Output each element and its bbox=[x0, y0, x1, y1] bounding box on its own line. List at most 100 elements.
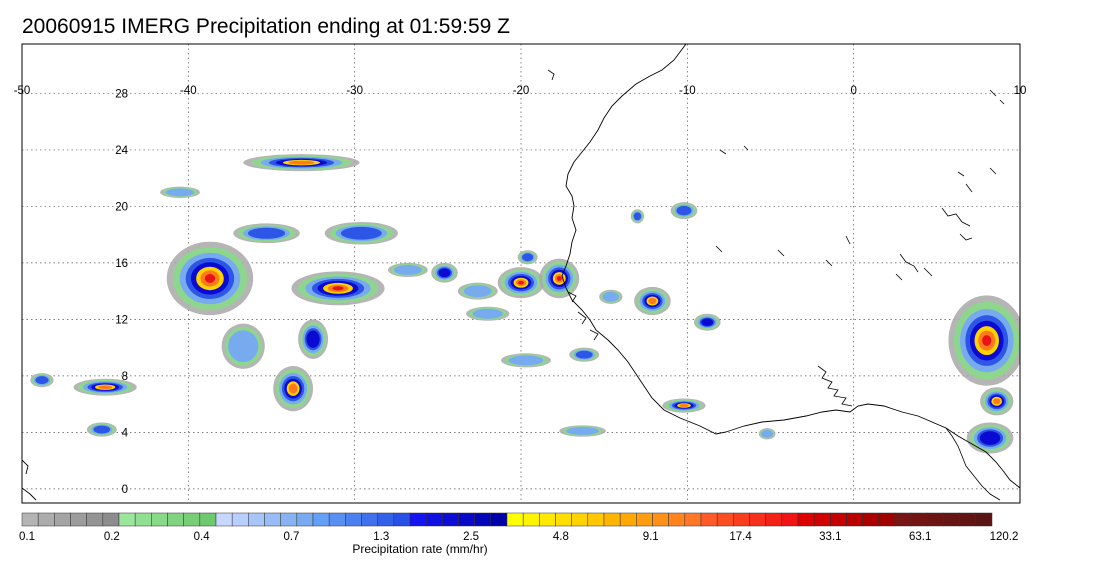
colorbar-cell bbox=[668, 512, 686, 527]
lat-tick-label: 12 bbox=[115, 314, 128, 326]
precip-contour bbox=[522, 253, 534, 262]
lon-tick-label: -40 bbox=[180, 85, 197, 97]
precip-cell bbox=[980, 387, 1014, 416]
precip-cell bbox=[670, 202, 698, 220]
colorbar-cell bbox=[167, 512, 184, 527]
colorbar-cell bbox=[280, 512, 298, 527]
colorbar-cell bbox=[345, 512, 362, 527]
colorbar-cell bbox=[377, 512, 395, 527]
precip-contour bbox=[306, 330, 320, 348]
precip-contour bbox=[566, 427, 599, 435]
precip-cell bbox=[291, 271, 385, 306]
colorbar-cell bbox=[910, 512, 928, 527]
precip-contour bbox=[288, 160, 315, 165]
colorbar-cell bbox=[765, 512, 783, 527]
precip-contour bbox=[679, 403, 689, 408]
colorbar-cell bbox=[54, 512, 71, 527]
lat-tick-label: 16 bbox=[115, 258, 128, 270]
colorbar-cell bbox=[474, 512, 492, 527]
coastline-niger-delta bbox=[817, 365, 853, 407]
precip-cell bbox=[160, 186, 200, 198]
lat-tick-label: 8 bbox=[122, 371, 128, 383]
precip-cell bbox=[86, 422, 117, 437]
precip-contour bbox=[463, 285, 492, 298]
precip-contour bbox=[518, 280, 524, 285]
lon-tick-label: 0 bbox=[850, 85, 856, 97]
colorbar-cell bbox=[749, 512, 766, 527]
colorbar-cell bbox=[118, 512, 136, 527]
precip-contour bbox=[288, 383, 298, 394]
colorbar-cell bbox=[393, 512, 411, 527]
colorbar-label: 0.7 bbox=[283, 531, 299, 543]
precip-cell bbox=[758, 428, 776, 440]
colorbar-cell bbox=[781, 512, 799, 527]
colorbar-title: Precipitation rate (mm/hr) bbox=[352, 542, 487, 556]
colorbar-cell bbox=[296, 512, 314, 527]
colorbar-cell bbox=[943, 512, 960, 527]
lon-tick-label: 10 bbox=[1014, 85, 1027, 97]
colorbar-cell bbox=[231, 512, 249, 527]
map-title: 20060915 IMERG Precipitation ending at 0… bbox=[22, 15, 510, 38]
colorbar-cell bbox=[215, 512, 233, 527]
colorbar-cell bbox=[199, 512, 217, 527]
colorbar-cell bbox=[733, 512, 750, 527]
precip-cell bbox=[30, 373, 54, 388]
colorbar-cell bbox=[927, 512, 944, 527]
precip-contour bbox=[332, 286, 344, 291]
lon-tick-label: -50 bbox=[14, 85, 31, 97]
precip-contour bbox=[35, 376, 49, 385]
precip-contour bbox=[340, 226, 382, 240]
precip-contour bbox=[93, 425, 111, 434]
precip-contour bbox=[982, 335, 992, 347]
precip-cell bbox=[466, 306, 510, 321]
colorbar-cell bbox=[603, 512, 621, 527]
precip-cell bbox=[497, 267, 545, 299]
coastline-bijagos bbox=[567, 291, 599, 341]
colorbar-cell bbox=[442, 512, 459, 527]
precip-cell bbox=[298, 319, 329, 359]
colorbar-cell bbox=[86, 512, 104, 527]
colorbar-cell bbox=[975, 512, 993, 527]
precip-cell bbox=[662, 398, 706, 413]
precip-cell bbox=[233, 223, 300, 244]
precip-cell bbox=[324, 221, 398, 245]
lat-tick-label: 24 bbox=[115, 145, 128, 157]
colorbar-cell bbox=[458, 512, 475, 527]
colorbar-label: 4.8 bbox=[553, 531, 569, 543]
colorbar-label: 17.4 bbox=[729, 531, 752, 543]
colorbar-label: 0.2 bbox=[104, 531, 120, 543]
precip-contour bbox=[648, 297, 657, 305]
colorbar-cell bbox=[555, 512, 572, 527]
lat-tick-label: 20 bbox=[115, 201, 128, 213]
colorbar-cell bbox=[846, 512, 863, 527]
lakes-and-rivers-sahel bbox=[547, 69, 1005, 281]
colorbar: 0.1 0.2 0.4 0.7 1.3 2.5 4.8 9.1 17.4 33.1 63.1 120.… bbox=[19, 512, 1019, 556]
colorbar-cell bbox=[539, 512, 556, 527]
lat-tick-label: 0 bbox=[122, 484, 128, 496]
precip-contour bbox=[508, 355, 544, 366]
colorbar-label: 0.1 bbox=[19, 531, 35, 543]
precip-contour bbox=[676, 205, 692, 216]
colorbar-cell bbox=[652, 512, 669, 527]
colorbar-cell bbox=[636, 512, 653, 527]
colorbar-cell bbox=[878, 512, 896, 527]
precip-cell bbox=[73, 378, 137, 396]
colorbar-label: 120.2 bbox=[990, 531, 1019, 543]
precip-contour bbox=[247, 227, 286, 239]
precip-cell bbox=[599, 289, 623, 304]
colorbar-cell bbox=[425, 512, 443, 527]
axis-tick-labels: -50 -40 -30 -20 -10 0 10 0 4 8 12 16 20 24 28 bbox=[14, 85, 1027, 496]
colorbar-cell bbox=[409, 512, 427, 527]
colorbar-cell bbox=[361, 512, 378, 527]
colorbar-cell bbox=[716, 512, 734, 527]
colorbar-cell bbox=[797, 512, 815, 527]
lon-tick-label: -20 bbox=[513, 85, 530, 97]
colorbar-cell bbox=[134, 512, 152, 527]
precip-cell bbox=[273, 366, 314, 412]
precip-contour bbox=[633, 212, 642, 221]
precip-cell bbox=[693, 313, 721, 331]
colorbar-label: 0.4 bbox=[194, 531, 211, 543]
precip-contour bbox=[575, 350, 593, 359]
colorbar-cell bbox=[959, 512, 977, 527]
colorbar-label: 1.3 bbox=[373, 531, 389, 543]
